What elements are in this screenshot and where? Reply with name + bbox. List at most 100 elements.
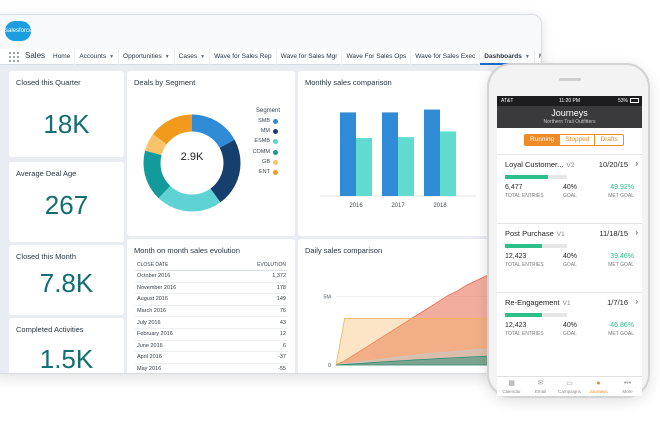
nav-tab-label: Wave for Sales Rep [214,53,272,60]
segment-drafts[interactable]: Drafts [594,135,622,145]
table-row[interactable]: May 2016 -55 [135,363,288,373]
evolution-cell: 1,372 [221,270,288,283]
table-row[interactable]: June 2016 6 [135,340,288,353]
chevron-down-icon[interactable]: ▼ [164,54,170,60]
table-row[interactable]: August 2016 149 [135,293,288,306]
journey-progress-track [505,313,567,317]
x-tick-label: 2018 [433,203,447,209]
tab-journeys[interactable]: ● Journeys [584,377,613,396]
chevron-right-icon[interactable]: › [635,159,638,168]
journey-date: 1/7/16 [607,298,628,307]
segment-stopped[interactable]: Stopped [559,135,594,145]
kpi-card-average-deal-age[interactable]: Average Deal Age 267 [9,162,124,242]
tab-more[interactable]: ••• More [613,377,642,396]
bar-2016-series-1 [340,112,356,196]
nav-tab-label: More [539,53,541,60]
chevron-down-icon[interactable]: ▼ [109,54,115,60]
table-row[interactable]: October 2016 1,372 [135,270,288,283]
nav-tab-cases[interactable]: Cases ▼ [175,49,211,65]
evolution-table: CLOSE DATE EVOLUTION October 2016 1,372 No… [135,260,288,373]
segment-running[interactable]: Running [525,135,560,145]
deals-by-segment-card[interactable]: Deals by Segment 2.9K Segment SMB MM ESMB C… [127,71,295,236]
journey-name: Post Purchase V1 [505,229,565,238]
journey-name: Loyal Customer... V2 [505,160,574,169]
monthly-sales-card[interactable]: Monthly sales comparison 2016 2017 2018 [298,71,492,236]
nav-tab-wave-for-sales-exec[interactable]: Wave for Sales Exec [411,49,481,65]
x-tick-label: 2016 [349,203,363,209]
kpi-card-closed-quarter[interactable]: Closed this Quarter 18K [9,71,124,157]
journey-progress-track [505,175,567,179]
legend-item-label: COMM [252,148,270,155]
legend-dot [273,119,278,124]
chevron-right-icon[interactable]: › [635,297,638,306]
nav-tab-label: Cases [178,53,198,60]
area-series-1 [335,272,492,366]
goal-value: 40% [563,184,578,191]
month-on-month-card[interactable]: Month on month sales evolution CLOSE DAT… [127,239,295,373]
column-header-evolution[interactable]: EVOLUTION [221,260,288,271]
nav-tab-accounts[interactable]: Accounts ▼ [75,49,120,65]
goal-label: GOAL [563,193,577,199]
tab-email[interactable]: ✉ Email [526,377,555,396]
table-row[interactable]: November 2016 178 [135,282,288,295]
kpi-card-completed-activities[interactable]: Completed Activities 1.5K [9,318,124,373]
evolution-cell: 43 [221,316,288,329]
nav-tab-home[interactable]: Home [49,49,76,65]
close-date-cell: November 2016 [135,282,222,295]
bar-2016-series-2 [356,138,372,196]
table-row[interactable]: April 2016 -37 [135,351,288,364]
bar-2017-series-1 [382,112,398,196]
goal-label: GOAL [563,262,577,268]
column-header-close-date[interactable]: CLOSE DATE [135,260,222,271]
nav-tab-wave-for-sales-ops[interactable]: Wave For Sales Ops [342,49,412,65]
tab-label: Email [534,389,547,394]
bottom-tab-bar: ▦ Calendar ✉ Email ▭ Campaigns ● Journeys ••• Mor… [497,376,642,396]
journey-row[interactable]: Loyal Customer... V2 10/20/15 › 6,477 TOTAL E… [497,154,642,223]
chevron-down-icon[interactable]: ▼ [524,54,530,60]
met-goal-label: MET GOAL [608,262,634,268]
kpi-value: 267 [44,190,89,220]
salesforce-logo[interactable]: salesforce [5,21,32,41]
goal-value: 40% [563,322,578,329]
legend-dot [273,129,278,135]
table-row[interactable]: February 2016 12 [135,328,288,341]
nav-tab-wave-for-sales-rep[interactable]: Wave for Sales Rep [210,49,277,65]
nav-tab-wave-for-sales-mgr[interactable]: Wave for Sales Mgr [277,49,343,65]
nav-tab-label: Accounts [79,53,107,60]
met-goal-value: 49.92% [610,184,634,191]
nav-tab-opportunities[interactable]: Opportunities ▼ [119,49,175,65]
x-tick-label: 2017 [391,203,405,209]
nav-tab-label: Dashboards [484,53,522,60]
nav-tab-label: Opportunities [123,53,162,60]
close-date-cell: August 2016 [135,293,222,306]
journey-row[interactable]: Post Purchase V1 11/18/15 › 12,423 TOTAL ENTR… [497,223,642,292]
daily-sales-card[interactable]: Daily sales comparison 5M 0 [298,239,492,373]
area-series-4 [335,355,492,366]
tab-label: Campaigns [558,389,581,394]
kpi-card-closed-month[interactable]: Closed this Month 7.8K [9,245,124,315]
total-entries-value: 6,477 [505,184,523,191]
tab-campaigns[interactable]: ▭ Campaigns [555,377,584,396]
nav-tab-label: Wave For Sales Ops [346,53,407,60]
table-row[interactable]: March 2016 76 [135,305,288,318]
legend-dot [273,139,278,145]
tab-calendar[interactable]: ▦ Calendar [497,377,526,396]
table-row[interactable]: July 2016 43 [135,316,288,329]
met-goal-value: 46.86% [610,322,634,329]
journey-date: 10/20/15 [598,160,628,169]
nav-tab-more[interactable]: More▼ [535,49,541,65]
chevron-down-icon[interactable]: ▼ [200,54,206,60]
bar-2018-series-2 [440,131,456,196]
donut-slice-esmb [143,114,241,212]
goal-value: 40% [563,253,578,260]
battery-label: 53% [617,98,628,104]
mobile-device: AT&T 11:20 PM 53% Journeys Northern Trai… [487,63,650,398]
legend-item-label: GB [262,158,270,165]
journey-row[interactable]: Re-Engagement V1 1/7/16 › 12,423 TOTAL ENTRIE… [497,292,642,361]
donut-slice-ent [143,114,241,212]
status-segmented-control: Running Stopped Drafts [524,134,624,146]
journey-version: V2 [566,162,575,169]
donut-slice-mm [143,114,241,212]
chevron-right-icon[interactable]: › [635,228,638,237]
app-launcher-icon[interactable] [9,52,19,62]
